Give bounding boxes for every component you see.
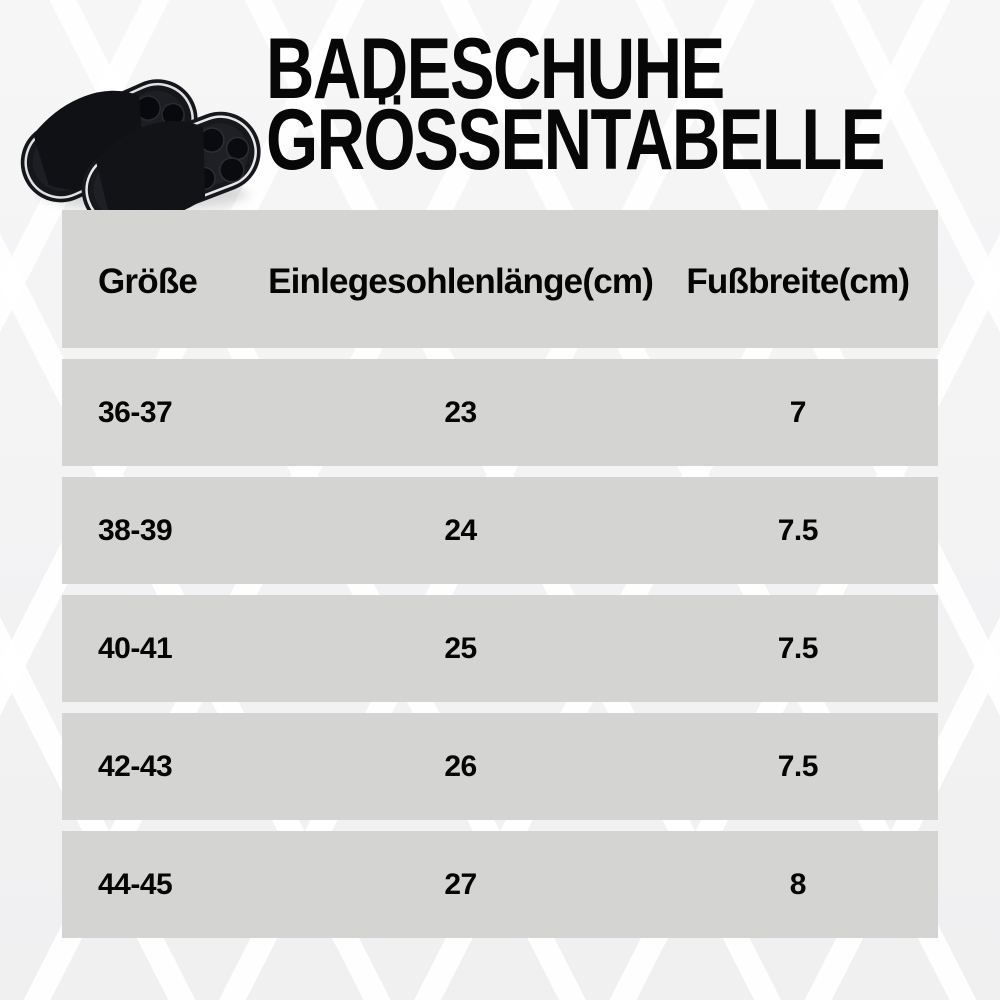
cell-foot-width: 7 [789, 395, 807, 429]
header-einlegesohlenlaenge: Einlegesohlenlänge(cm) [268, 262, 654, 301]
cell-foot-width: 8 [789, 867, 807, 901]
size-table: Größe Einlegesohlenlänge(cm) Fußbreite(c… [62, 210, 938, 938]
cell-foot-width: 7.5 [777, 513, 819, 547]
page-title: BADESCHUHE GRÖSSENTABELLE [266, 21, 886, 188]
table-row: 44-45 27 8 [62, 831, 938, 938]
cell-size: 42-43 [98, 749, 173, 783]
cell-insole-length: 26 [444, 749, 477, 783]
cell-insole-length: 27 [444, 867, 477, 901]
header-fussbreite: Fußbreite(cm) [686, 262, 910, 301]
table-header-row: Größe Einlegesohlenlänge(cm) Fußbreite(c… [62, 210, 938, 348]
cell-insole-length: 24 [444, 513, 477, 547]
cell-insole-length: 25 [444, 631, 477, 665]
slippers-illustration [20, 79, 261, 230]
cell-size: 38-39 [98, 513, 173, 547]
table-row: 36-37 23 7 [62, 359, 938, 466]
header-groesse: Größe [98, 262, 198, 301]
table-row: 40-41 25 7.5 [62, 595, 938, 702]
product-image [12, 24, 274, 230]
cell-foot-width: 7.5 [777, 749, 819, 783]
cell-size: 36-37 [98, 395, 173, 429]
cell-foot-width: 7.5 [777, 631, 819, 665]
cell-insole-length: 23 [444, 395, 477, 429]
table-row: 38-39 24 7.5 [62, 477, 938, 584]
cell-size: 40-41 [98, 631, 173, 665]
title-line-2: GRÖSSENTABELLE [266, 92, 886, 188]
cell-size: 44-45 [98, 867, 173, 901]
title-line-1: BADESCHUHE [266, 21, 725, 117]
table-row: 42-43 26 7.5 [62, 713, 938, 820]
